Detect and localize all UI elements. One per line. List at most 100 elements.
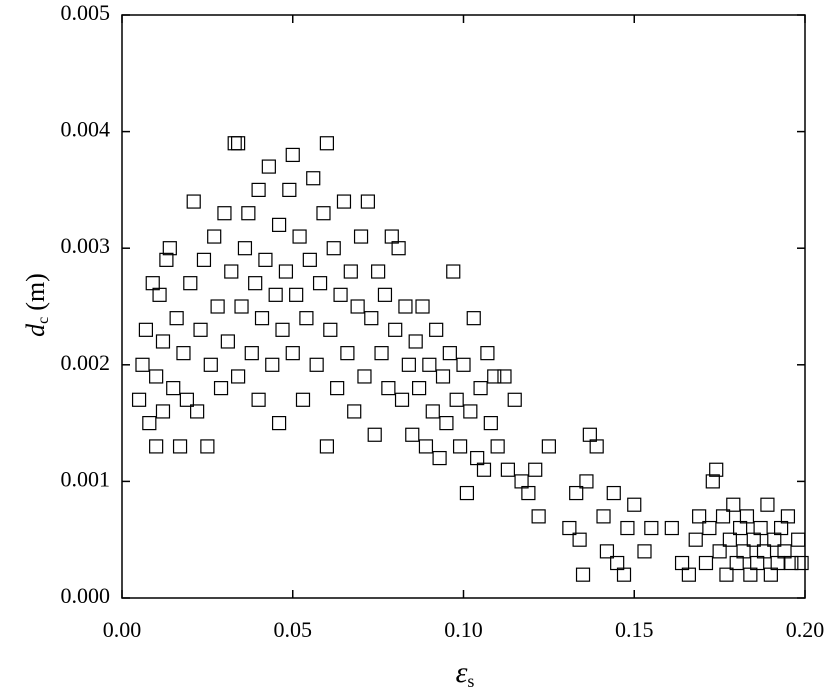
point: [487, 369, 502, 384]
point: [149, 439, 164, 454]
point: [777, 544, 792, 559]
point: [674, 555, 690, 571]
point: [193, 322, 208, 337]
point: [306, 171, 321, 186]
point: [709, 462, 724, 477]
point: [429, 322, 444, 337]
point: [186, 194, 201, 209]
point: [637, 544, 652, 559]
point: [190, 404, 205, 419]
point: [794, 555, 809, 571]
point: [750, 555, 765, 571]
point: [145, 276, 160, 291]
point: [271, 217, 287, 232]
x-tick-label: 0.10: [444, 617, 483, 642]
point: [131, 392, 147, 407]
point: [360, 194, 375, 209]
point: [726, 497, 741, 512]
point: [398, 299, 413, 314]
point: [473, 381, 488, 396]
point: [207, 229, 222, 244]
point: [743, 567, 758, 582]
point: [200, 439, 215, 454]
point: [739, 509, 755, 524]
y-tick-label: 0.005: [61, 0, 111, 25]
point: [289, 287, 304, 302]
point: [791, 532, 806, 547]
point: [452, 439, 468, 454]
point: [183, 276, 198, 291]
point: [237, 241, 253, 256]
point: [610, 555, 625, 571]
point: [596, 509, 611, 524]
point: [582, 427, 597, 442]
point: [371, 264, 386, 279]
point: [425, 404, 440, 419]
point: [541, 439, 556, 454]
point: [760, 497, 775, 512]
point: [773, 520, 789, 536]
point: [241, 206, 256, 221]
point: [405, 427, 420, 442]
point: [326, 241, 341, 256]
point: [162, 241, 177, 256]
y-tick-label: 0.004: [61, 117, 111, 142]
point: [251, 392, 266, 407]
point: [446, 264, 461, 279]
x-axis-label: εs: [456, 656, 475, 691]
point: [466, 311, 481, 326]
point: [231, 136, 246, 151]
point: [244, 346, 259, 361]
point: [562, 520, 577, 536]
point: [374, 346, 389, 361]
point: [169, 311, 184, 326]
point: [285, 147, 300, 163]
x-label-main: ε: [456, 656, 468, 689]
point: [702, 520, 717, 536]
point: [753, 520, 768, 536]
point: [353, 229, 369, 244]
x-tick-label: 0.15: [615, 617, 654, 642]
point: [159, 252, 174, 267]
point: [470, 450, 485, 466]
point: [459, 485, 475, 501]
point: [722, 532, 737, 547]
point: [531, 509, 546, 524]
point: [497, 369, 512, 384]
point: [210, 299, 225, 314]
point: [166, 381, 181, 396]
point: [295, 392, 311, 407]
point: [719, 567, 734, 582]
point: [763, 567, 778, 582]
point: [227, 136, 242, 151]
point: [172, 439, 188, 454]
point: [155, 404, 171, 419]
point: [705, 474, 720, 489]
point: [357, 369, 372, 384]
point: [377, 287, 393, 302]
point: [179, 392, 194, 407]
point: [224, 264, 239, 279]
point: [251, 182, 266, 197]
point: [449, 392, 464, 407]
point: [261, 159, 276, 174]
point: [347, 404, 362, 419]
y-tick-label: 0.003: [61, 233, 111, 258]
point: [644, 520, 659, 536]
point: [476, 462, 492, 477]
point: [384, 229, 399, 244]
point: [152, 287, 167, 302]
point: [528, 462, 543, 477]
point: [692, 509, 707, 524]
point: [367, 427, 382, 442]
point: [401, 357, 416, 372]
y-tick-label: 0.000: [61, 583, 111, 608]
x-tick-label: 0.00: [103, 617, 142, 642]
point: [176, 346, 191, 361]
point: [579, 474, 594, 489]
point: [234, 299, 249, 314]
point: [688, 532, 703, 547]
point: [733, 520, 748, 536]
point: [155, 334, 171, 349]
point: [770, 555, 785, 571]
